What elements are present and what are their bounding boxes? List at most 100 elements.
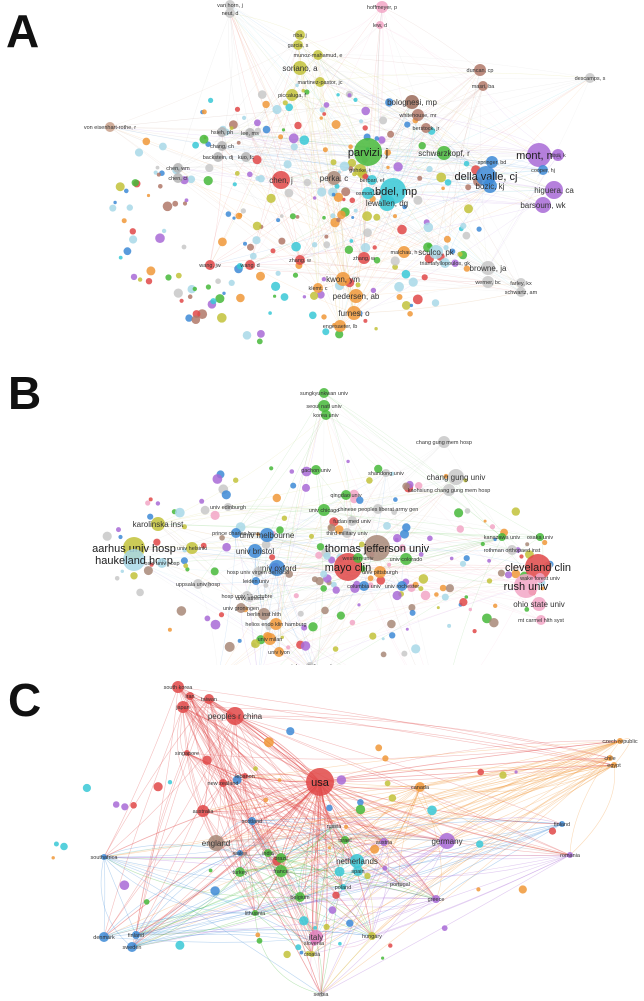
node-circle[interactable] (350, 854, 364, 868)
network-node[interactable]: rothman orthopaed inst (484, 545, 541, 555)
node-circle[interactable] (368, 932, 376, 940)
node-circle[interactable] (217, 127, 227, 137)
node-circle[interactable] (309, 951, 315, 957)
network-node[interactable]: garcia, s (288, 40, 309, 50)
network-node[interactable]: ctr hospitalier sud (288, 662, 332, 665)
node-circle[interactable] (362, 187, 374, 199)
node-circle[interactable] (242, 773, 248, 779)
node-circle[interactable] (373, 504, 383, 514)
node-circle[interactable] (380, 838, 388, 846)
network-node[interactable]: netherlands (336, 854, 378, 868)
network-node[interactable]: columbia univ (347, 581, 381, 591)
node-circle[interactable] (272, 171, 290, 189)
network-node[interactable]: univ melbourne (240, 528, 295, 542)
network-node[interactable]: belgium (290, 892, 310, 902)
network-node[interactable]: berlin inst hlth (247, 608, 281, 620)
node-circle[interactable] (246, 594, 254, 602)
network-node[interactable]: thomas jefferson univ (325, 535, 430, 561)
node-circle[interactable] (173, 173, 183, 183)
network-node[interactable]: seoul natl univ (306, 400, 342, 412)
network-node[interactable]: finland (128, 931, 144, 939)
network-node[interactable]: portugal (390, 881, 410, 888)
network-node[interactable]: univ groningen (223, 603, 259, 613)
network-node[interactable]: klemt, c (309, 283, 328, 293)
node-circle[interactable] (321, 410, 331, 420)
network-node[interactable]: turkey (233, 867, 248, 877)
node-circle[interactable] (347, 516, 357, 526)
network-node[interactable]: chang gung mem hosp (416, 436, 472, 448)
network-node[interactable]: western univ (342, 553, 374, 563)
node-circle[interactable] (481, 261, 495, 275)
node-circle[interactable] (398, 246, 410, 258)
network-node[interactable]: osmon, dr (356, 187, 381, 199)
network-node[interactable]: fudan med univ (333, 516, 371, 526)
node-circle[interactable] (354, 138, 382, 166)
network-node[interactable]: ohio state univ (513, 597, 565, 611)
node-circle[interactable] (184, 750, 190, 756)
network-node[interactable]: univ edinburgh (210, 503, 246, 511)
network-node[interactable]: denmark (93, 932, 115, 942)
network-node[interactable]: univ rochester (385, 581, 420, 591)
network-node[interactable]: piccaluga, f (278, 89, 306, 101)
node-circle[interactable] (382, 469, 390, 477)
node-circle[interactable] (448, 469, 464, 485)
network-node[interactable]: finland (554, 821, 570, 828)
network-node[interactable]: croatia (304, 951, 321, 958)
node-circle[interactable] (331, 823, 337, 829)
node-circle[interactable] (172, 681, 184, 693)
network-node[interactable]: shandong univ (368, 469, 404, 477)
network-node[interactable]: iran (185, 692, 195, 700)
node-circle[interactable] (525, 554, 551, 580)
network-node[interactable]: von eisenhart-rothe, r (84, 122, 136, 132)
node-circle[interactable] (132, 931, 140, 939)
network-node[interactable]: mt carmel hlth syst (518, 615, 564, 625)
network-node[interactable]: issa, k (550, 149, 566, 161)
node-circle[interactable] (367, 175, 377, 185)
node-circle[interactable] (286, 89, 298, 101)
node-circle[interactable] (197, 805, 209, 817)
network-node[interactable]: triantafyllopoulos, gk (420, 258, 470, 268)
network-node[interactable]: engesaeter, lb (323, 320, 358, 332)
node-circle[interactable] (353, 553, 363, 563)
network-node[interactable]: korea univ (313, 410, 339, 420)
network-node[interactable]: india (262, 849, 275, 857)
network-node[interactable]: taiwan (201, 694, 217, 704)
node-circle[interactable] (252, 577, 260, 585)
node-circle[interactable] (516, 287, 526, 297)
network-node[interactable]: masri, ba (472, 81, 496, 91)
network-node[interactable]: zhang, w (289, 255, 311, 265)
network-node[interactable]: gachon univ (301, 465, 331, 475)
network-node[interactable]: kanazawa univ (484, 533, 521, 541)
network-node[interactable]: pedersen, ab (333, 289, 380, 303)
network-node[interactable]: hosp univ virgen del rocio (227, 567, 289, 577)
network-node[interactable]: neut, d (222, 8, 239, 18)
node-circle[interactable] (295, 892, 305, 902)
network-node[interactable]: riba, j (293, 30, 307, 40)
network-node[interactable]: spain (351, 866, 365, 876)
network-node[interactable]: southafrica (91, 854, 119, 861)
network-node[interactable]: chinese peoples liberat army gen (338, 504, 419, 514)
network-node[interactable]: south korea (164, 681, 194, 693)
network-node[interactable]: duncan, cp (467, 64, 494, 76)
node-circle[interactable] (241, 152, 251, 162)
network-node[interactable]: czech republic (602, 738, 638, 745)
network-node[interactable]: cleveland clin (505, 554, 571, 580)
network-node[interactable]: della valle, cj (455, 166, 518, 186)
node-circle[interactable] (293, 40, 303, 50)
node-circle[interactable] (397, 881, 403, 887)
network-node[interactable]: kuo, fc (238, 152, 254, 162)
node-circle[interactable] (341, 836, 349, 844)
node-circle[interactable] (225, 8, 235, 18)
network-node[interactable]: prince charles hosp (212, 528, 260, 538)
node-circle[interactable] (235, 867, 245, 877)
network-node[interactable]: berstock, jr (413, 123, 440, 133)
network-node[interactable]: univ athens (236, 594, 264, 602)
node-circle[interactable] (99, 932, 109, 942)
node-circle[interactable] (498, 533, 506, 541)
node-circle[interactable] (359, 581, 369, 591)
node-circle[interactable] (315, 77, 325, 87)
network-node[interactable]: cooper, hj (531, 165, 555, 175)
node-circle[interactable] (474, 64, 486, 76)
node-circle[interactable] (585, 73, 595, 83)
network-node[interactable]: whitehouse, mr (398, 109, 437, 121)
